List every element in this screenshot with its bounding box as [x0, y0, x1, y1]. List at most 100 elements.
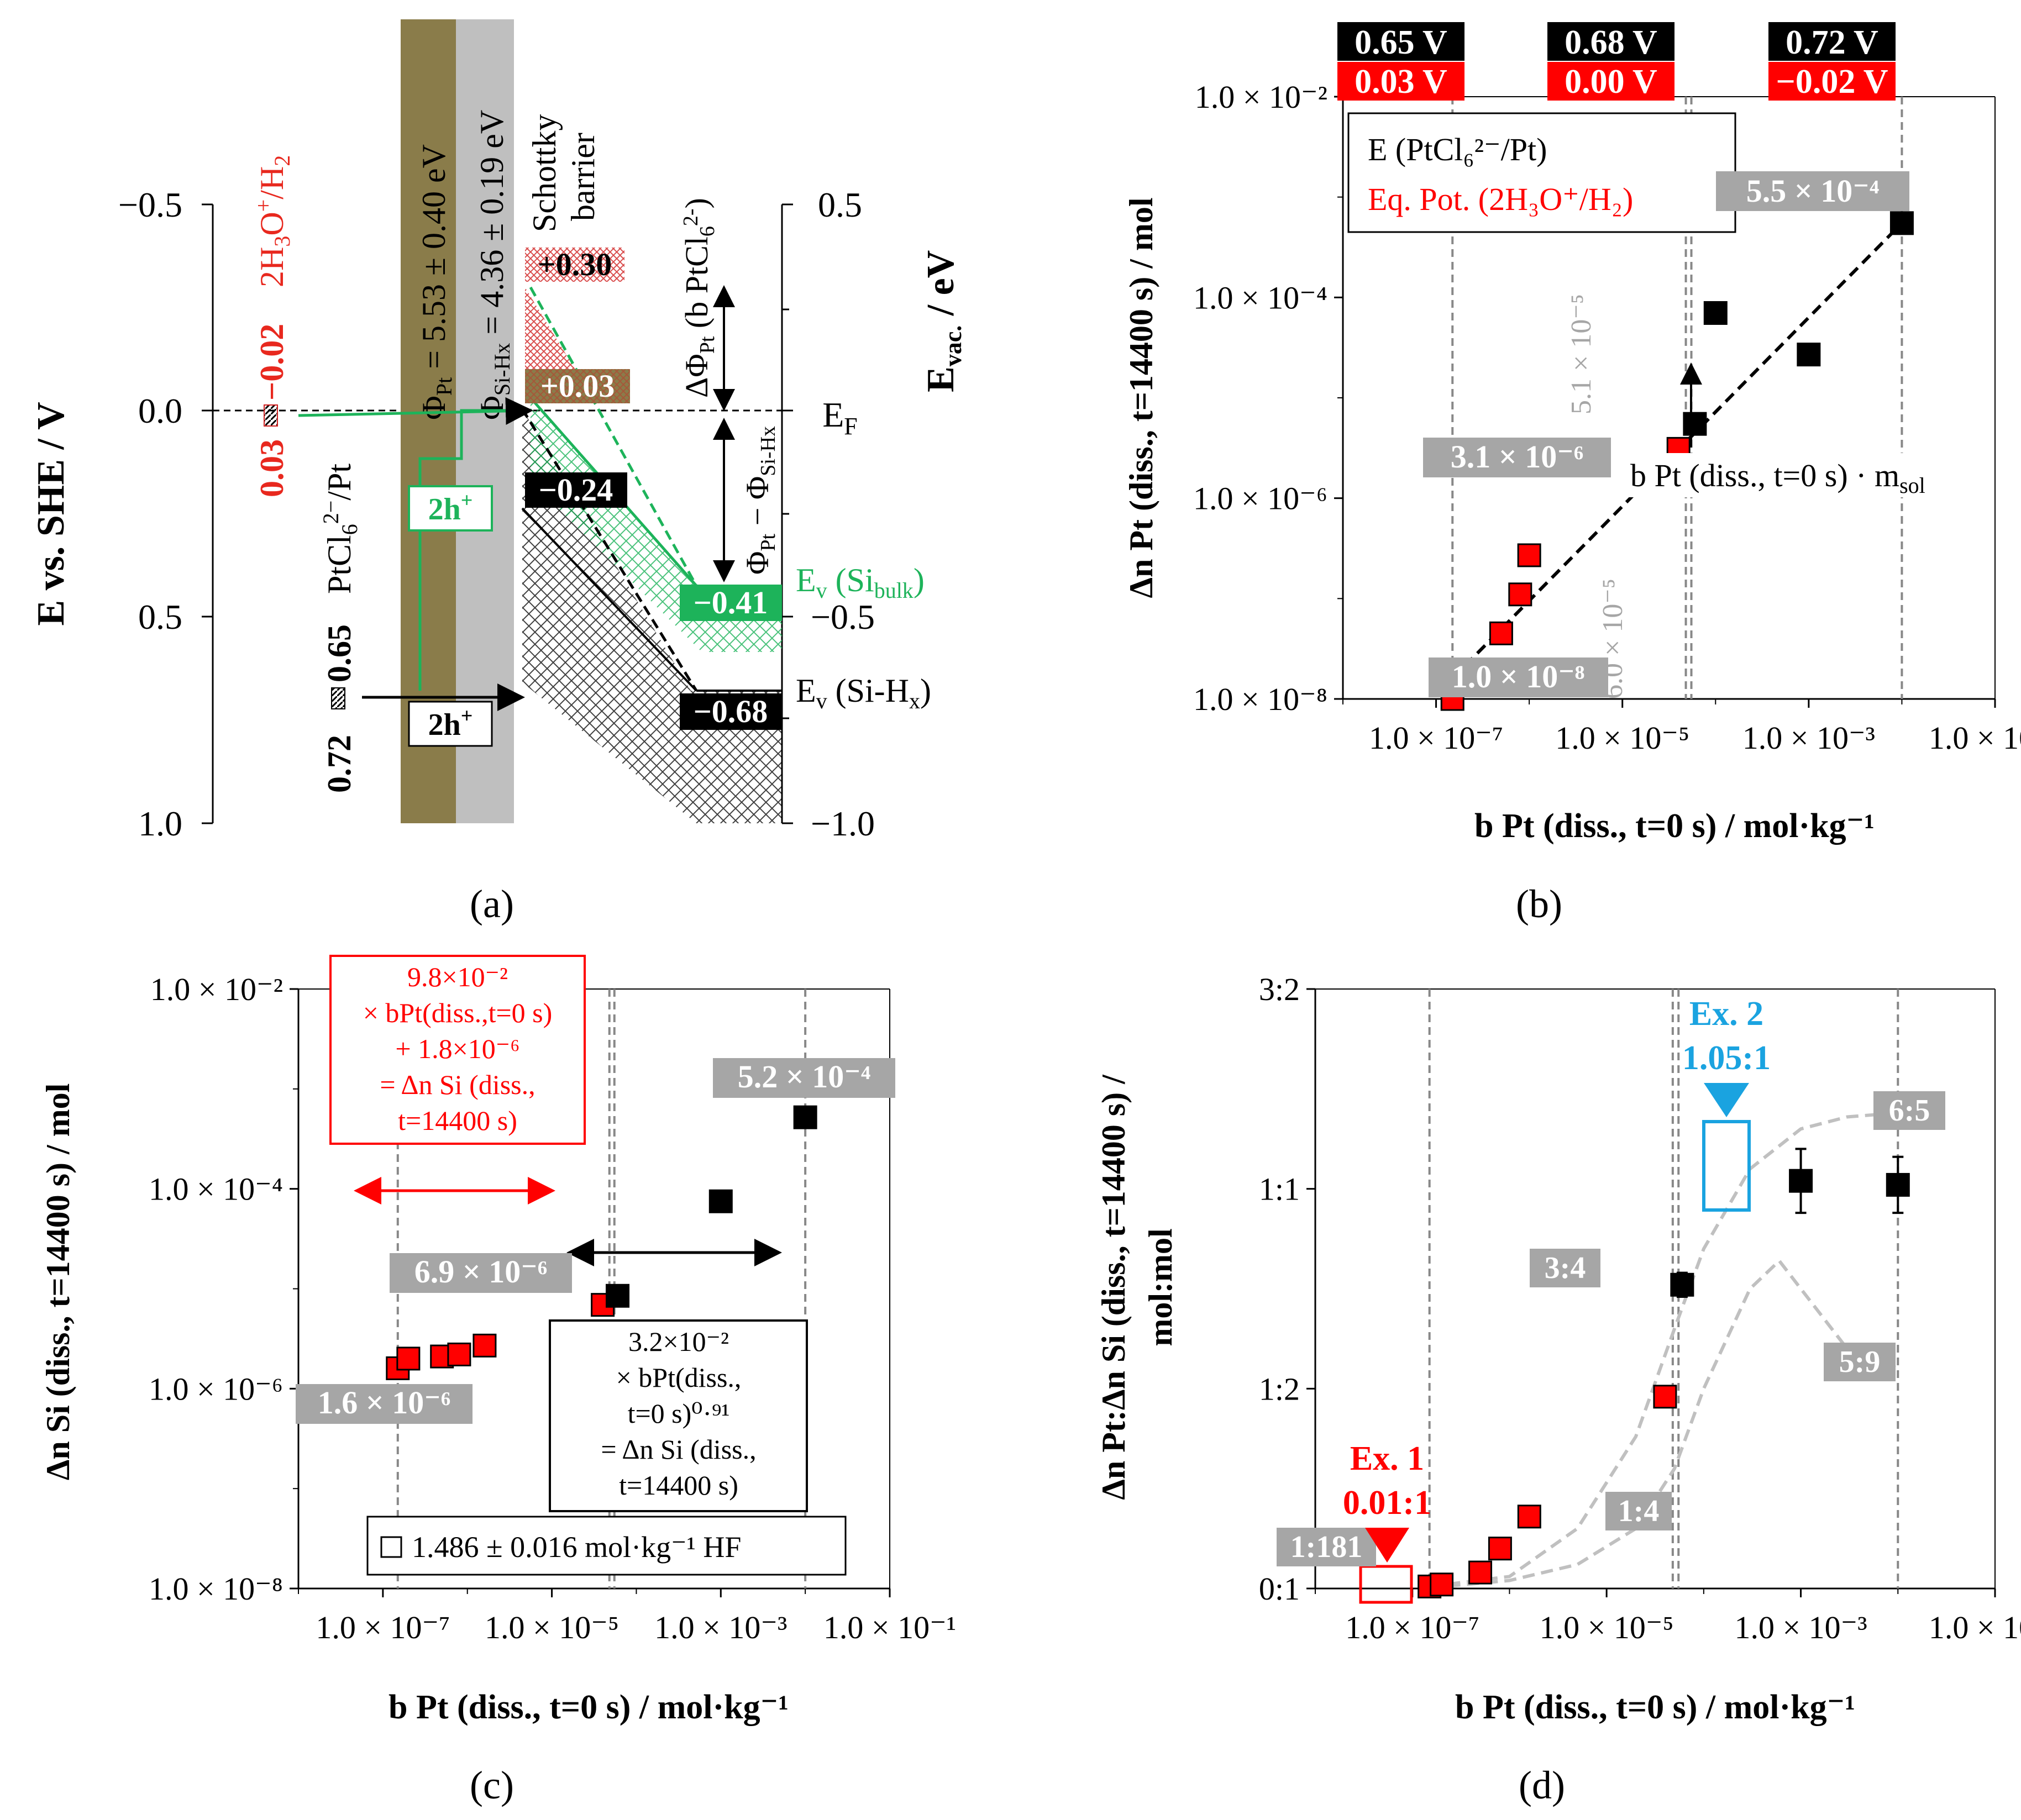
box-minus068: [680, 693, 782, 730]
panel-c-chart: 1.0 × 10⁻⁷ 1.0 × 10⁻⁵ 1.0 × 10⁻³ 1.0 × 10⁻¹…: [40, 955, 956, 1807]
c-legend: [366, 1516, 847, 1576]
left-tick-4: 1.0: [138, 804, 182, 843]
panel-b-reference-lines: [1451, 97, 1903, 699]
left-tick-2: 0.0: [138, 391, 182, 430]
top-black-1-text: 0.65 V: [1355, 24, 1447, 61]
x-tick-label-1: 1.0 × 10⁻⁷: [1369, 720, 1503, 756]
black-data-point: [1703, 301, 1728, 325]
y-tick-label-2: 1.0 × 10⁻⁶: [1193, 481, 1327, 517]
b-ann-31-box: [1423, 438, 1611, 477]
panel-d-ylabel-2: mol:mol: [1142, 1228, 1179, 1346]
panel-d-ticks: 1.0 × 10⁻⁷ 1.0 × 10⁻⁵ 1.0 × 10⁻³ 1.0 × 10⁻¹…: [1259, 971, 2021, 1645]
top-red-2-text: 0.00 V: [1565, 63, 1657, 101]
panel-b-legend: [1347, 112, 1736, 233]
c-ann-16: 1.6 × 10⁻⁶: [318, 1385, 451, 1421]
black-data-point: [793, 1105, 817, 1129]
right-tick-3: −1.0: [811, 804, 875, 843]
black-data-point: [1789, 1169, 1813, 1193]
red-data-point: [1508, 582, 1532, 607]
panel-a-band-diagram: −0.5 0.0 0.5 1.0 E vs. SHE / V 0.5 −0.5 …: [30, 19, 967, 926]
c-blk-5: t=14400 s): [619, 1470, 738, 1501]
d-r65-box: [1873, 1091, 1945, 1130]
black-data-point: [1670, 1272, 1694, 1297]
x-tick-label-2: 1.0 × 10⁻⁵: [1555, 720, 1689, 756]
x-tick-label-2: 1.0 × 10⁻⁵: [485, 1609, 619, 1645]
black-data-point: [708, 1189, 733, 1213]
ev-bulk-label: Ev (Sibulk): [796, 562, 925, 603]
box-minus024: [525, 472, 627, 508]
y-tick-label-4: 1.0 × 10⁻²: [150, 971, 283, 1007]
panel-d-points: [1418, 1148, 1910, 1598]
y-tick-label-1: 1.0 × 10⁻⁸: [149, 1571, 283, 1607]
c-ann-52: 5.2 × 10⁻⁴: [738, 1059, 871, 1095]
left-axis-label: E vs. SHE / V: [30, 402, 72, 625]
x-tick-label-3: 1.0 × 10⁻³: [1734, 1609, 1867, 1645]
black-hole-box: [408, 701, 493, 747]
red-data-point: [1488, 1537, 1512, 1561]
x-tick-label-4: 1.0 × 10⁻¹: [823, 1609, 956, 1645]
pt-metal-bar: [401, 19, 456, 823]
y-tick-label-4: 3:2: [1259, 971, 1300, 1007]
y-tick-label-4: 1.0 × 10⁻²: [1195, 79, 1327, 115]
y-tick-label-3: 1.0 × 10⁻⁴: [1193, 280, 1327, 315]
green-hole-box: [408, 485, 493, 532]
caption-d: (d): [1519, 1763, 1565, 1807]
box-plus030: [525, 248, 624, 282]
c-red-5: t=14400 s): [398, 1105, 517, 1136]
h2-couple-values: 0.03: [254, 439, 290, 497]
panel-c-points: [386, 1105, 817, 1380]
ex1-marker: [1365, 1528, 1409, 1563]
ex2-marker: [1704, 1083, 1749, 1117]
y-tick-label-1: 1.0 × 10⁻⁸: [1193, 681, 1327, 717]
model-curve-2: [1429, 1258, 1899, 1590]
box-plus030-text: +0.30: [538, 246, 612, 282]
c-ann-52-box: [713, 1058, 895, 1098]
right-axis-label: Evac. / eV: [920, 250, 967, 392]
panel-b-legend-2: Eq. Pot. (2H₃O⁺/H₂): [1368, 181, 1633, 217]
top-red-2: [1547, 62, 1674, 101]
top-red-1: [1337, 62, 1464, 101]
ex2-label-2: 1.05:1: [1682, 1039, 1771, 1077]
red-data-point: [1430, 1572, 1454, 1597]
pt-couple-values-2: 0.65: [321, 624, 358, 682]
b-ann-55-box: [1716, 171, 1909, 211]
black-data-point: [1889, 211, 1914, 235]
y-tick-label-1: 0:1: [1259, 1571, 1300, 1607]
top-black-3-text: 0.72 V: [1786, 24, 1878, 61]
d-r65: 6:5: [1889, 1093, 1930, 1128]
y-tick-label-3: 1:1: [1259, 1171, 1300, 1207]
h2-couple-values-2: −0.02: [254, 324, 290, 401]
green-hole-label: 2h+: [428, 489, 473, 527]
top-black-3: [1768, 22, 1896, 61]
d-r1181: 1:181: [1290, 1530, 1363, 1564]
panel-d-chart: 1.0 × 10⁻⁷ 1.0 × 10⁻⁵ 1.0 × 10⁻³ 1.0 × 10⁻¹…: [1095, 971, 2021, 1807]
red-data-point: [1653, 1385, 1677, 1409]
ex2-highlight-box: [1702, 1120, 1751, 1212]
red-data-point: [473, 1333, 497, 1358]
top-red-3-text: −0.02 V: [1776, 63, 1888, 101]
x-tick-label-1: 1.0 × 10⁻⁷: [316, 1609, 450, 1645]
c-legend-text: 1.486 ± 0.016 mol·kg⁻¹ HF: [412, 1530, 741, 1564]
ex1-highlight-box: [1359, 1565, 1413, 1604]
schottky-label-2: barrier: [565, 133, 601, 221]
x-tick-label-3: 1.0 × 10⁻³: [654, 1609, 787, 1645]
b-ann-31: 3.1 × 10⁻⁶: [1451, 439, 1584, 475]
b-ann-10: 1.0 × 10⁻⁸: [1452, 659, 1585, 695]
d-r34: 3:4: [1545, 1251, 1586, 1285]
left-tick-1: −0.5: [118, 185, 182, 224]
c-blk-3: t=0 s)⁰·⁹¹: [628, 1398, 730, 1429]
y-tick-label-2: 1.0 × 10⁻⁶: [149, 1371, 283, 1407]
pt-couple-values: 0.72: [321, 735, 358, 793]
pt-couple-label: PtCl62−/Pt: [318, 464, 362, 594]
top-red-3: [1768, 62, 1896, 101]
red-data-point: [1517, 1505, 1541, 1529]
top-black-2: [1547, 22, 1674, 61]
right-tick-2: −0.5: [811, 597, 875, 637]
c-red-2: × bPt(diss.,t=0 s): [363, 997, 553, 1028]
c-blk-2: × bPt(diss.,: [616, 1362, 742, 1393]
d-r59: 5:9: [1839, 1345, 1881, 1379]
caption-a: (a): [470, 882, 514, 926]
ex2-label-1: Ex. 2: [1689, 995, 1763, 1033]
schottky-label-1: Schottky: [526, 114, 563, 232]
